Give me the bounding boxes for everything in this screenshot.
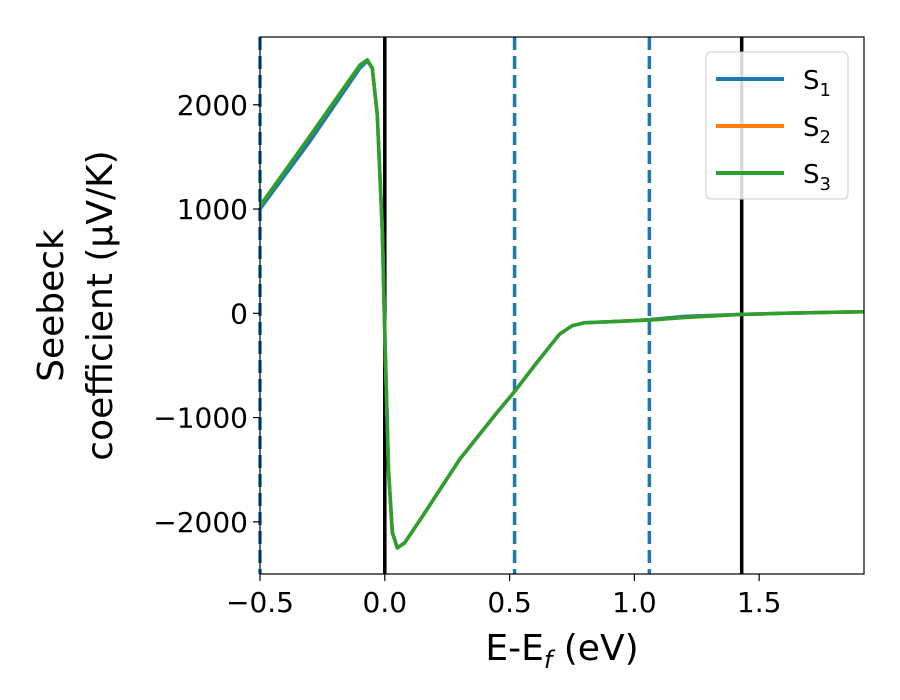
y-tick-label: −2000 bbox=[153, 506, 248, 539]
x-tick-label: 0.5 bbox=[487, 586, 532, 619]
y-axis-ticks: −2000 −1000 0 1000 2000 bbox=[153, 89, 260, 539]
x-tick-label: 0.0 bbox=[363, 586, 408, 619]
y-axis-label-line2: coefficient (μV/K) bbox=[80, 150, 121, 460]
x-tick-label: −0.5 bbox=[226, 586, 294, 619]
x-axis-ticks: −0.5 0.0 0.5 1.0 1.5 bbox=[226, 574, 781, 619]
plot-frame bbox=[259, 36, 865, 575]
x-axis-label: E-Ef (eV) bbox=[485, 628, 638, 674]
legend-label-1: S1 bbox=[803, 66, 831, 101]
y-axis-label: Seebeck coefficient (μV/K) bbox=[31, 150, 121, 460]
x-tick-label: 1.5 bbox=[737, 586, 782, 619]
legend: S1 S2 S3 bbox=[705, 51, 849, 200]
y-tick-label: 1000 bbox=[177, 193, 248, 226]
vertical-reference-lines bbox=[258, 37, 744, 574]
legend-label-2: S2 bbox=[803, 113, 831, 148]
y-tick-label: 0 bbox=[230, 297, 248, 330]
y-tick-label: 2000 bbox=[177, 89, 248, 122]
series-line-3 bbox=[258, 58, 865, 550]
x-tick-label: 1.0 bbox=[612, 586, 657, 619]
y-axis-label-line1: Seebeck bbox=[31, 229, 72, 382]
series-lines bbox=[258, 58, 865, 550]
legend-label-3: S3 bbox=[803, 160, 831, 195]
y-tick-label: −1000 bbox=[153, 402, 248, 435]
